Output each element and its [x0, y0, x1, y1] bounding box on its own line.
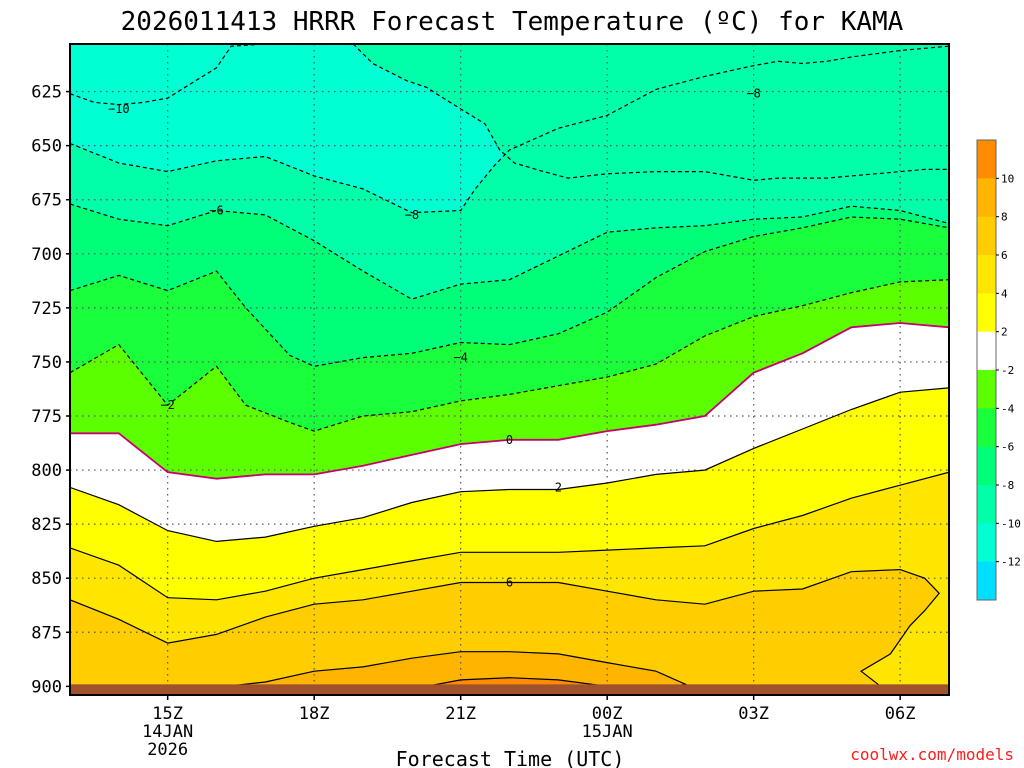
colorbar-swatch: [977, 485, 996, 524]
x-tick-label: 03Z: [738, 704, 769, 724]
x-date-label: 15JAN: [582, 722, 633, 742]
colorbar-label: -4: [1001, 402, 1015, 415]
contour-label: −2: [160, 398, 174, 412]
colorbar-swatch: [977, 331, 996, 371]
contour-line: [70, 216, 949, 367]
colorbar-swatch: [977, 140, 996, 179]
contour-label: −8: [405, 208, 419, 222]
colorbar-label: 4: [1001, 287, 1008, 300]
contour-label: −8: [746, 87, 760, 101]
colorbar-label: -10: [1001, 517, 1021, 530]
colorbar-swatch: [977, 293, 996, 333]
x-axis-label: Forecast Time (UTC): [396, 747, 625, 768]
y-tick-label: 825: [31, 515, 62, 535]
x-tick-label: 15Z: [152, 704, 183, 724]
contour-line: [70, 44, 285, 106]
contour-label: −10: [108, 102, 130, 116]
x-tick-label: 06Z: [885, 704, 916, 724]
contour-line: [70, 203, 949, 300]
contour-line: [352, 44, 949, 181]
y-tick-label: 750: [31, 353, 62, 373]
contour-lines: [70, 44, 949, 687]
y-tick-label: 900: [31, 677, 62, 697]
y-tick-label: 875: [31, 623, 62, 643]
colorbar-label: 8: [1001, 211, 1008, 224]
y-tick-label: 775: [31, 407, 62, 427]
credit-text: coolwx.com/models: [850, 745, 1014, 764]
contour-line: [70, 568, 941, 687]
temperature-fill-bands: [70, 44, 949, 695]
y-tick-label: 725: [31, 299, 62, 319]
contour-line: [70, 322, 949, 480]
y-tick-label: 675: [31, 191, 62, 211]
colorbar-label: 2: [1001, 326, 1008, 339]
y-axis: 625 650 675 700 725 750 775 800 825 850 875 900: [31, 83, 70, 697]
contour-line: [70, 387, 949, 543]
y-tick-label: 700: [31, 245, 62, 265]
band-minus10: [70, 44, 285, 105]
x-date-label: 14JAN: [142, 722, 193, 742]
contour-label: −4: [453, 351, 467, 365]
colorbar-swatch: [977, 561, 996, 601]
y-tick-label: 850: [31, 569, 62, 589]
colorbar-swatch: [977, 216, 996, 256]
colorbar-swatch: [977, 408, 996, 448]
ground-layer: [70, 684, 949, 695]
colorbar: -12 -10 -8 -6 -4 -2 2 4 6 8 10: [976, 139, 1021, 601]
contour-line: [426, 677, 608, 687]
x-tick-label: 00Z: [592, 704, 623, 724]
contour-line: [70, 279, 949, 432]
colorbar-label: 10: [1001, 172, 1014, 185]
contour-labels: −10 −8 −8 −6 −4 −2 0 2 6: [108, 87, 761, 590]
x-date-label: 2026: [147, 740, 188, 760]
colorbar-swatch: [977, 255, 996, 294]
y-tick-label: 800: [31, 461, 62, 481]
plot-frame: [69, 43, 950, 696]
colorbar-swatch: [977, 178, 996, 218]
chart-title: 2026011413 HRRR Forecast Temperature (ºC…: [121, 7, 904, 37]
y-tick-label: 625: [31, 83, 62, 103]
contour-label: 2: [555, 480, 562, 494]
colorbar-label: -12: [1001, 556, 1021, 569]
contour-label: −6: [209, 204, 223, 218]
band-8: [226, 651, 686, 687]
colorbar-swatch: [977, 446, 996, 486]
colorbar-label: -8: [1001, 479, 1014, 492]
colorbar-swatch: [977, 523, 996, 563]
x-tick-label: 21Z: [445, 704, 476, 724]
colorbar-label: -2: [1001, 364, 1014, 377]
contour-line: [70, 471, 949, 601]
contour-line: [70, 45, 949, 214]
contour-line: [226, 651, 688, 687]
band-6: [70, 569, 940, 695]
colorbar-swatch: [977, 370, 996, 409]
x-tick-label: 18Z: [299, 704, 330, 724]
colorbar-label: 6: [1001, 249, 1008, 262]
contour-label: 0: [506, 433, 513, 447]
y-tick-label: 650: [31, 137, 62, 157]
colorbar-label: -6: [1001, 441, 1014, 454]
contour-label: 6: [506, 576, 513, 590]
